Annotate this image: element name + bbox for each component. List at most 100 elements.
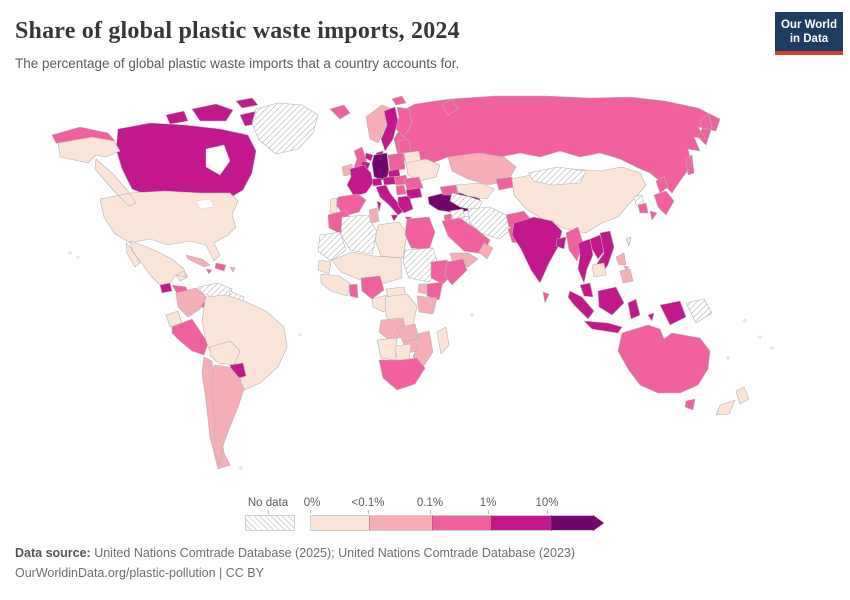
country-cambodia[interactable] [591, 262, 607, 278]
owid-logo-line1: Our World [780, 19, 837, 31]
country-guatemala[interactable] [159, 282, 173, 294]
country-mexico[interactable] [125, 240, 189, 286]
country-ghana[interactable] [348, 283, 359, 299]
legend-tick-label-0: 0% [303, 497, 321, 509]
legend-tick-label-3: 1% [479, 497, 497, 509]
country-thailand[interactable] [577, 238, 594, 284]
legend-tick-2 [430, 510, 431, 514]
license-text: | CC BY [215, 566, 264, 580]
country-peru[interactable] [171, 318, 209, 356]
country-germany[interactable] [371, 152, 390, 182]
legend-color-scale[interactable] [310, 515, 604, 531]
country-madagascar[interactable] [436, 326, 450, 355]
world-choropleth-map[interactable] [0, 93, 850, 493]
country-switzerland[interactable] [371, 177, 383, 187]
country-finland[interactable] [395, 106, 413, 138]
country-greenland[interactable] [251, 102, 319, 155]
country-somalia[interactable] [444, 258, 468, 286]
country-brazil[interactable] [201, 294, 288, 391]
legend-tick-label-2: 0.1% [416, 497, 444, 509]
country-ukraine[interactable] [405, 158, 441, 182]
country-kyrgyzstan[interactable] [495, 176, 515, 191]
country-sudan[interactable] [402, 247, 440, 283]
legend-segment-4[interactable] [491, 515, 551, 531]
country-tunisia[interactable] [368, 207, 380, 224]
country-greece[interactable] [397, 195, 414, 221]
country-new-zealand[interactable] [715, 386, 750, 416]
country-yemen[interactable] [449, 252, 479, 268]
country-oman[interactable] [478, 242, 494, 260]
country-uganda[interactable] [417, 283, 428, 295]
country-india[interactable] [511, 216, 563, 284]
legend-tick-1 [368, 510, 369, 514]
country-dominican-republic[interactable] [214, 262, 227, 272]
country-poland[interactable] [387, 152, 406, 172]
owid-url-link[interactable]: OurWorldinData.org/plastic-pollution [15, 566, 216, 580]
country-taiwan[interactable] [625, 236, 632, 247]
country-mongolia[interactable] [527, 166, 587, 186]
country-france[interactable] [346, 164, 374, 197]
country-baltic-states[interactable] [397, 138, 412, 154]
country-malaysia[interactable] [579, 282, 594, 298]
country-algeria[interactable] [340, 214, 378, 255]
legend-tick-label-1: <0.1% [351, 497, 385, 509]
chart-footer: Data source: United Nations Comtrade Dat… [15, 543, 835, 583]
legend-no-data-swatch[interactable] [245, 515, 295, 531]
country-uzbekistan[interactable] [455, 182, 495, 200]
country-bangladesh[interactable] [555, 236, 567, 250]
country-cuba[interactable] [185, 254, 211, 268]
country-argentina[interactable] [211, 364, 245, 466]
country-egypt[interactable] [404, 216, 436, 251]
country-mali[interactable] [331, 251, 403, 285]
country-netherlands[interactable] [364, 152, 374, 162]
country-belgium[interactable] [360, 160, 371, 170]
owid-logo-accent-bar [775, 51, 843, 55]
license-line: OurWorldinData.org/plastic-pollution | C… [15, 563, 835, 583]
great-lakes [195, 198, 215, 210]
country-serbia[interactable] [395, 184, 407, 196]
legend-segment-5[interactable] [551, 515, 593, 531]
country-south-korea[interactable] [637, 202, 649, 214]
owid-logo-text: Our World in Data [775, 12, 843, 51]
legend-tick-0 [310, 510, 311, 514]
country-romania[interactable] [403, 176, 424, 191]
country-north-korea[interactable] [633, 194, 645, 206]
owid-logo-line2: in Data [789, 33, 829, 45]
country-japan[interactable] [649, 176, 675, 221]
country-tanzania[interactable] [416, 295, 438, 315]
legend-no-data-label: No data [247, 497, 289, 509]
legend-tick-4 [547, 510, 548, 514]
country-puerto-rico[interactable] [229, 266, 236, 273]
country-iceland[interactable] [329, 104, 351, 120]
country-ivory-coast[interactable] [320, 273, 352, 297]
data-source-line: Data source: United Nations Comtrade Dat… [15, 543, 835, 563]
country-colombia[interactable] [175, 287, 207, 318]
owid-logo[interactable]: Our World in Data [775, 12, 843, 55]
country-papua-new-guinea[interactable] [685, 298, 713, 324]
legend-segment-3[interactable] [432, 515, 491, 531]
page-title: Share of global plastic waste imports, 2… [15, 18, 460, 44]
country-canada[interactable] [115, 97, 262, 202]
hudson-bay [205, 144, 231, 176]
country-western-sahara[interactable] [317, 231, 347, 262]
country-sweden[interactable] [380, 106, 399, 152]
page-subtitle: The percentage of global plastic waste i… [15, 56, 460, 71]
legend-segment-2[interactable] [369, 515, 432, 531]
country-south-africa[interactable] [378, 357, 426, 391]
country-australia[interactable] [617, 324, 711, 411]
legend-arrow-cap [593, 515, 604, 531]
country-libya[interactable] [374, 221, 408, 259]
country-kenya[interactable] [426, 281, 444, 301]
country-jamaica[interactable] [205, 268, 213, 275]
country-sri-lanka[interactable] [542, 291, 550, 304]
country-philippines[interactable] [615, 252, 634, 284]
legend-segment-1[interactable] [310, 515, 369, 531]
country-namibia[interactable] [376, 337, 398, 361]
data-source-label: Data source: [15, 546, 91, 560]
country-senegal[interactable] [317, 259, 332, 275]
country-nigeria[interactable] [360, 275, 385, 300]
legend-tick-label-4: 10% [535, 497, 559, 509]
small-island-dots [68, 251, 774, 470]
country-portugal[interactable] [329, 197, 338, 215]
